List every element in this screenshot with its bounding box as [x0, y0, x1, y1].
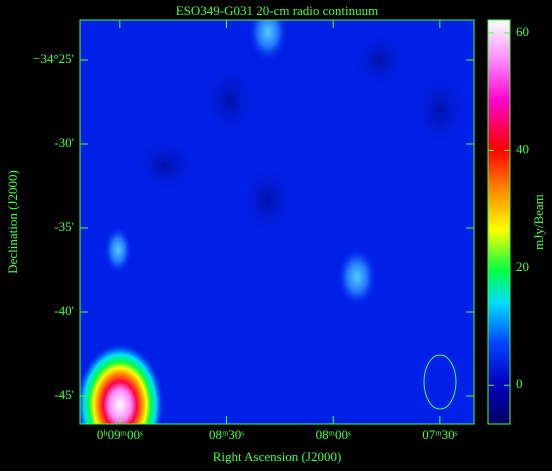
y-tick-label: -45': [54, 387, 74, 402]
colorbar-tick-label: 40: [516, 141, 529, 156]
y-tick-label: -40': [54, 303, 74, 318]
x-tick-label: 0ʰ09ᵐ00ˢ: [97, 427, 143, 442]
chart-title: ESO349-G031 20-cm radio continuum: [176, 3, 379, 18]
colorbar-frame: [487, 19, 511, 425]
x-tick-label: 08ᵐ30ˢ: [209, 427, 244, 442]
beam: [423, 354, 457, 410]
x-tick-label: 07ᵐ30ˢ: [422, 427, 457, 442]
colorbar-tick-label: 60: [516, 24, 529, 39]
colorbar-label: mJy/Beam: [531, 194, 546, 250]
colorbar-tick-label: 20: [516, 259, 529, 274]
colorbar-tick-label: 0: [516, 376, 523, 391]
x-tick-label: 08ᵐ00ˢ: [316, 427, 351, 442]
plot-frame: [79, 19, 475, 425]
x-axis-label: Right Ascension (J2000): [213, 449, 342, 464]
colorbar: [488, 20, 510, 424]
y-tick-label: -35': [54, 219, 74, 234]
y-axis-label: Declination (J2000): [5, 170, 20, 274]
y-tick-label: −34°25': [33, 51, 74, 66]
radio-image: [80, 20, 474, 424]
y-tick-label: -30': [54, 135, 74, 150]
